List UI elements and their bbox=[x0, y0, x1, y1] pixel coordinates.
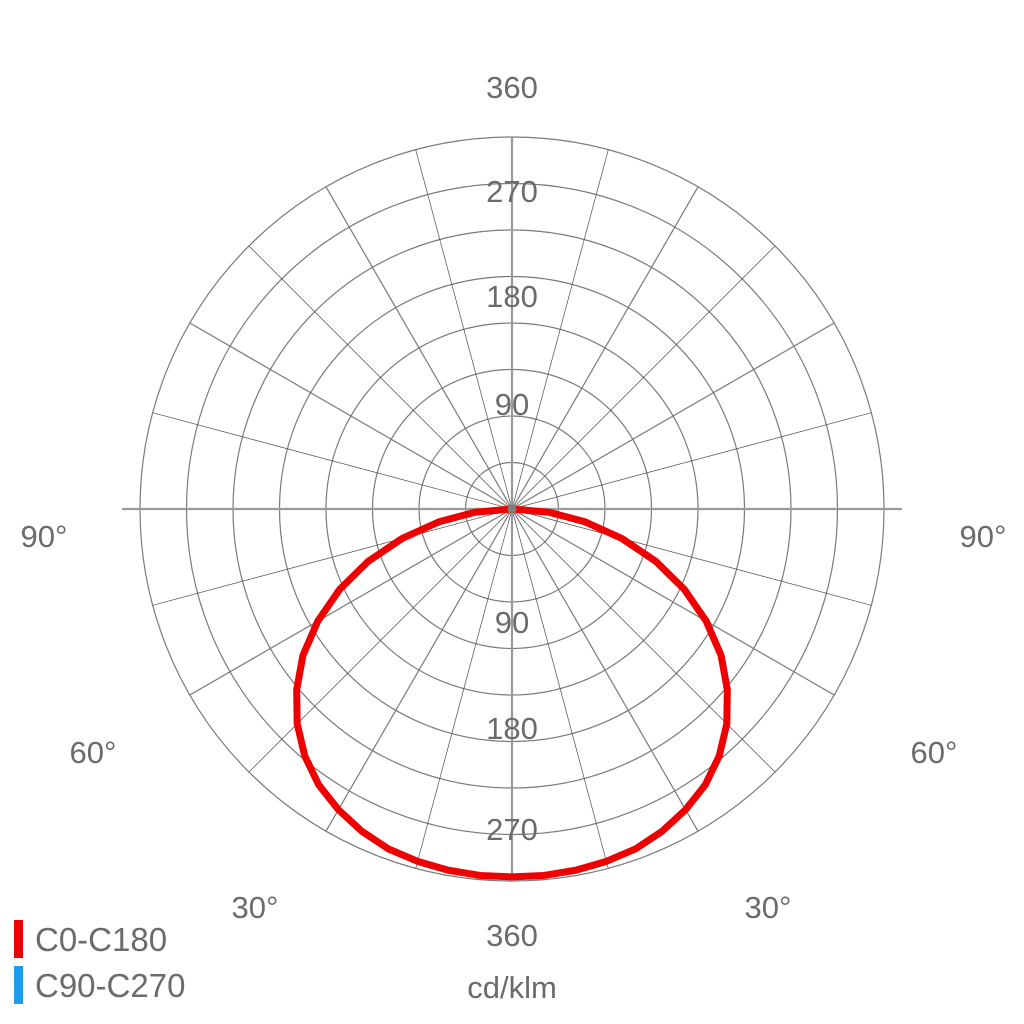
angle-tick-label-right-2: 30° bbox=[744, 890, 792, 925]
radial-tick-label: 180 bbox=[486, 711, 538, 746]
radial-tick-label: 360 bbox=[486, 918, 538, 953]
legend-color-swatch-icon bbox=[14, 920, 23, 958]
radial-tick-label: 270 bbox=[486, 812, 538, 847]
legend-item-c0-c180[interactable]: C0-C180 bbox=[14, 918, 185, 960]
series-curves bbox=[293, 505, 731, 881]
angle-tick-label-right-1: 60° bbox=[910, 735, 958, 770]
angle-tick-label-left-0: 90° bbox=[20, 519, 68, 554]
radial-tick-label: 360 bbox=[486, 70, 538, 105]
legend-item-label: C90-C270 bbox=[35, 966, 186, 1004]
radial-tick-label: 90 bbox=[494, 387, 530, 422]
chart-legend: C0-C180 C90-C270 bbox=[14, 918, 185, 1006]
series-curve-c0-c180 bbox=[293, 505, 731, 881]
radial-tick-label: 270 bbox=[486, 174, 538, 209]
legend-item-label: C0-C180 bbox=[35, 920, 168, 958]
angle-tick-label-left-2: 30° bbox=[231, 890, 279, 925]
origin-marker bbox=[507, 504, 517, 514]
legend-item-c90-c270[interactable]: C90-C270 bbox=[14, 964, 185, 1006]
legend-color-swatch-icon bbox=[14, 966, 23, 1004]
angle-tick-label-left-1: 60° bbox=[69, 735, 117, 770]
radial-tick-label: 90 bbox=[494, 605, 530, 640]
radial-tick-label: 180 bbox=[486, 279, 538, 314]
angle-tick-label-right-0: 90° bbox=[959, 519, 1007, 554]
radial-unit-label: cd/klm bbox=[467, 970, 557, 1005]
